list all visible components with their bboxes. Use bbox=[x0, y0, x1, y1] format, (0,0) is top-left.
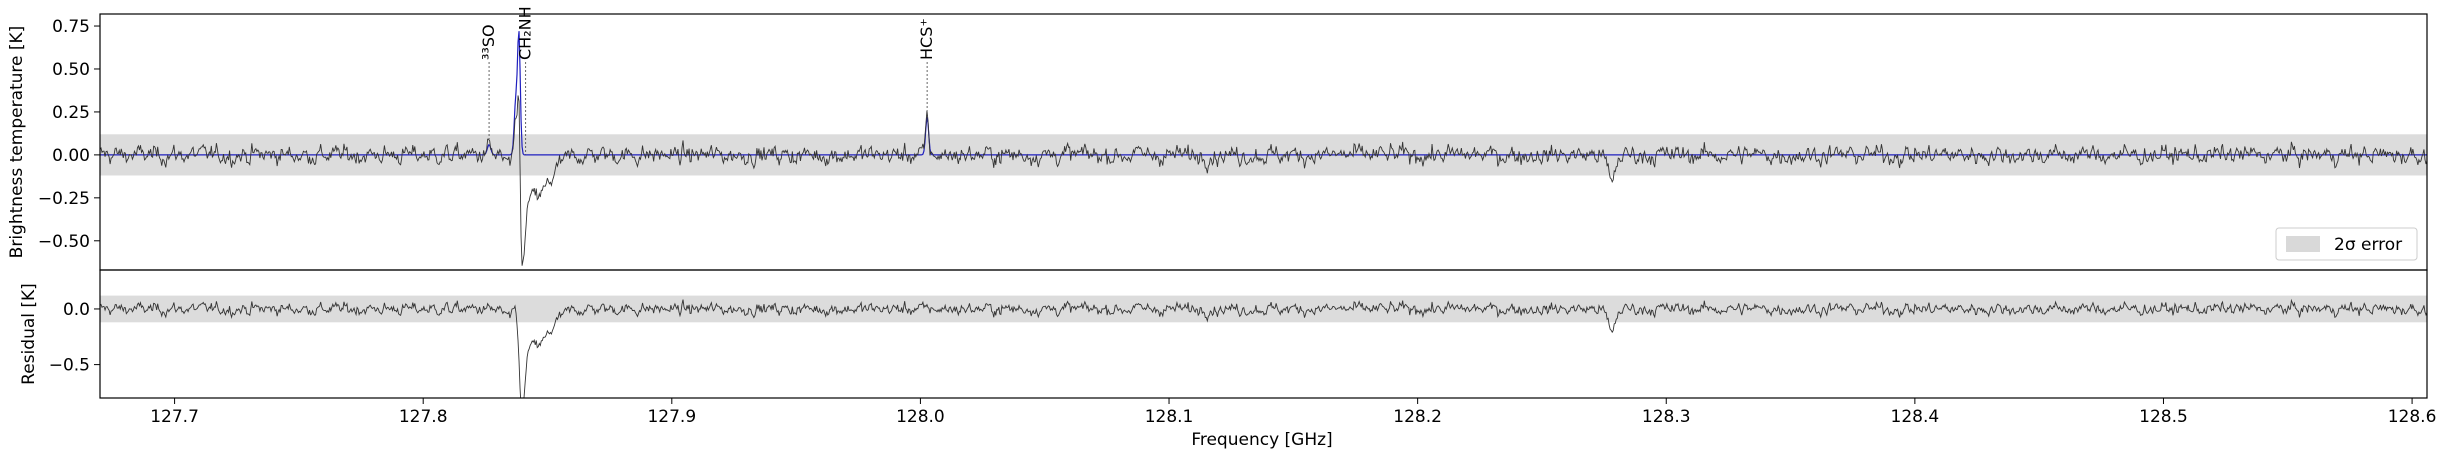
bottom-y-tick-label: 0.0 bbox=[63, 300, 90, 320]
line-id-label: CH₂NH bbox=[516, 6, 535, 60]
bottom-axes-frame bbox=[99, 269, 2428, 399]
bottom-y-axis-label: Residual [K] bbox=[19, 283, 39, 385]
x-tick-label: 128.6 bbox=[2388, 407, 2437, 427]
model-fit-line bbox=[100, 31, 2427, 156]
top-y-tick-label: 0.25 bbox=[52, 103, 90, 123]
bottom-y-tick-label: −0.5 bbox=[49, 356, 90, 376]
legend-label: 2σ error bbox=[2334, 235, 2402, 255]
x-axis: 127.7 127.8 127.9 128.0 128.1 128.2 128.3 128.4… bbox=[150, 398, 2436, 427]
x-tick-label: 127.7 bbox=[150, 407, 199, 427]
top-y-axis: −0.50 −0.25 0.00 0.25 0.50 0.75 bbox=[38, 17, 100, 252]
top-panel: ³³SO CH₂NH HCS⁺ −0.50 −0.25 0.00 0.25 0.50 0.75… bbox=[7, 6, 2428, 271]
x-tick-label: 128.5 bbox=[2139, 407, 2188, 427]
bottom-error-band bbox=[100, 295, 2427, 323]
legend: 2σ error bbox=[2275, 227, 2418, 261]
x-tick-label: 127.8 bbox=[399, 407, 448, 427]
bottom-y-axis: −0.5 0.0 bbox=[49, 300, 100, 376]
line-id-label: HCS⁺ bbox=[917, 18, 936, 60]
line-id-label: ³³SO bbox=[479, 24, 498, 60]
top-y-tick-label: 0.00 bbox=[52, 146, 90, 166]
top-y-tick-label: −0.50 bbox=[38, 232, 90, 252]
top-y-tick-label: 0.75 bbox=[52, 17, 90, 37]
top-y-tick-label: −0.25 bbox=[38, 189, 90, 209]
x-tick-label: 128.3 bbox=[1642, 407, 1691, 427]
x-tick-label: 128.0 bbox=[896, 407, 945, 427]
x-axis-label: Frequency [GHz] bbox=[1191, 430, 1332, 450]
top-y-axis-label: Brightness temperature [K] bbox=[7, 26, 27, 259]
legend-swatch bbox=[2286, 236, 2320, 252]
residual-line bbox=[100, 298, 2427, 398]
top-y-tick-label: 0.50 bbox=[52, 60, 90, 80]
x-tick-label: 127.9 bbox=[647, 407, 696, 427]
observed-spectrum-line bbox=[100, 95, 2427, 266]
line-id-markers: ³³SO CH₂NH HCS⁺ bbox=[479, 6, 936, 155]
x-tick-label: 128.2 bbox=[1393, 407, 1442, 427]
x-tick-label: 128.1 bbox=[1145, 407, 1194, 427]
x-tick-label: 128.4 bbox=[1891, 407, 1940, 427]
bottom-panel: −0.50.0 127.7 127.8 127.9 128.0 128.1 128.2 12… bbox=[19, 269, 2436, 450]
